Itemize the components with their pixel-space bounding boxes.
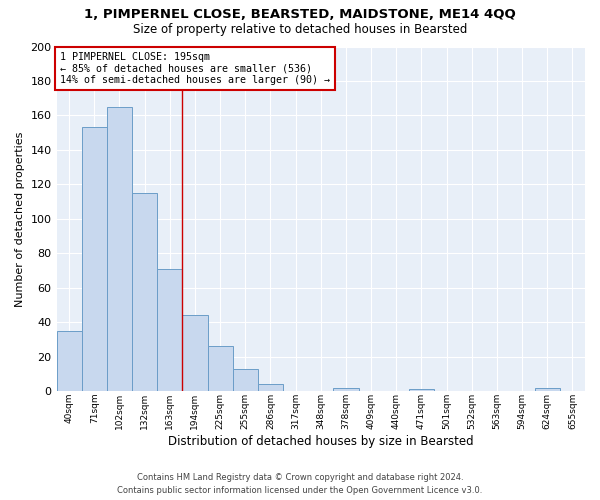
Text: 1, PIMPERNEL CLOSE, BEARSTED, MAIDSTONE, ME14 4QQ: 1, PIMPERNEL CLOSE, BEARSTED, MAIDSTONE,… bbox=[84, 8, 516, 20]
Bar bbox=[157, 269, 182, 391]
Bar bbox=[334, 388, 359, 391]
Y-axis label: Number of detached properties: Number of detached properties bbox=[15, 131, 25, 306]
Bar bbox=[535, 388, 560, 391]
Text: 1 PIMPERNEL CLOSE: 195sqm
← 85% of detached houses are smaller (536)
14% of semi: 1 PIMPERNEL CLOSE: 195sqm ← 85% of detac… bbox=[61, 52, 331, 85]
Bar bbox=[56, 331, 82, 391]
Bar bbox=[132, 193, 157, 391]
X-axis label: Distribution of detached houses by size in Bearsted: Distribution of detached houses by size … bbox=[168, 434, 473, 448]
Bar bbox=[107, 107, 132, 391]
Text: Size of property relative to detached houses in Bearsted: Size of property relative to detached ho… bbox=[133, 22, 467, 36]
Bar bbox=[82, 128, 107, 391]
Bar bbox=[409, 390, 434, 391]
Bar bbox=[233, 369, 258, 391]
Bar bbox=[208, 346, 233, 391]
Text: Contains HM Land Registry data © Crown copyright and database right 2024.
Contai: Contains HM Land Registry data © Crown c… bbox=[118, 473, 482, 495]
Bar bbox=[258, 384, 283, 391]
Bar bbox=[182, 316, 208, 391]
